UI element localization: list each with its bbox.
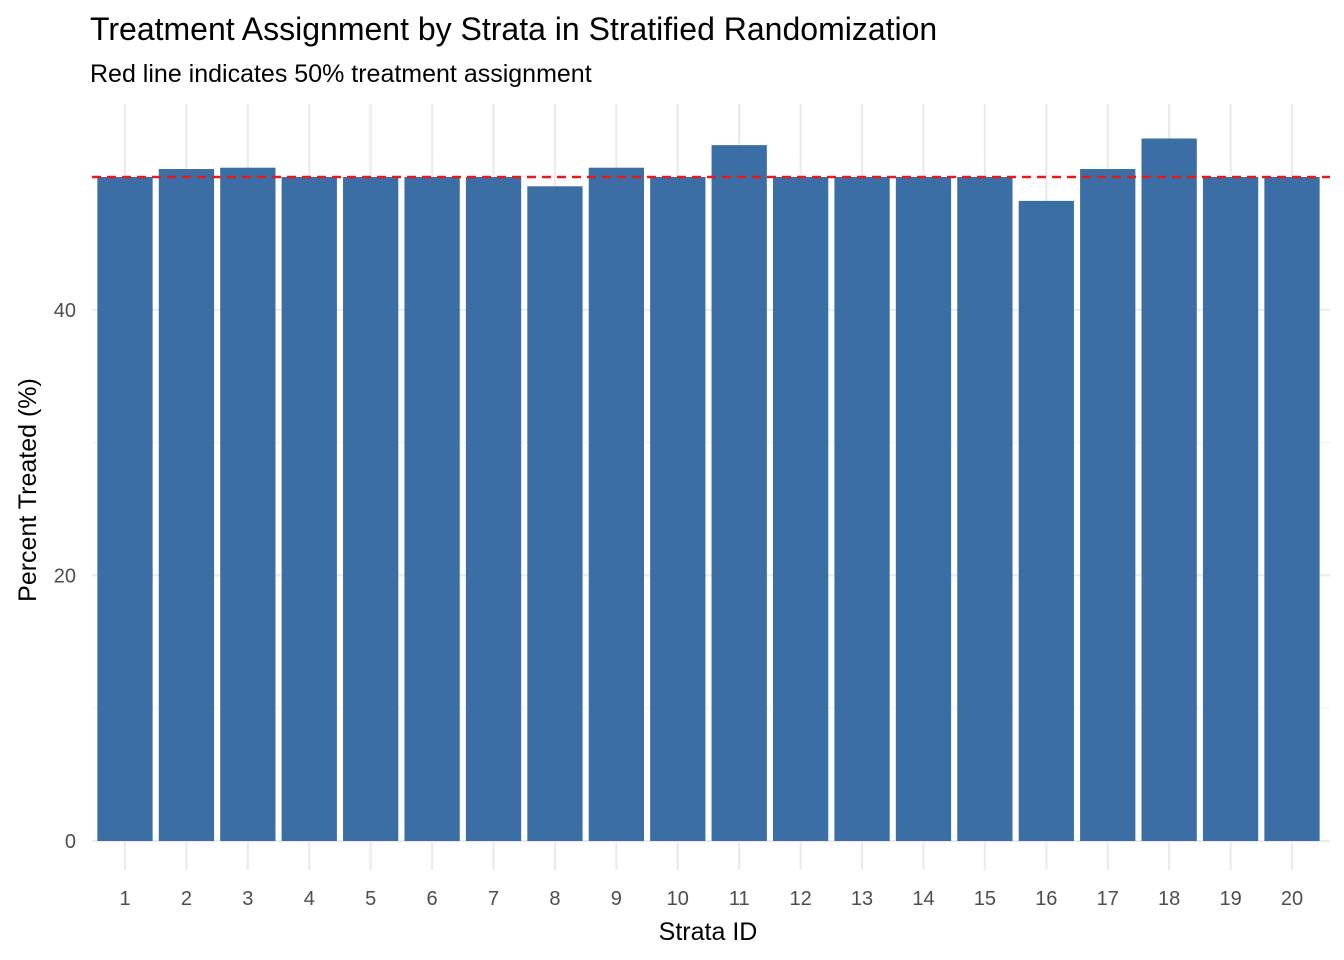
x-tick-label: 19: [1219, 888, 1241, 910]
y-axis-title: Percent Treated (%): [14, 378, 42, 602]
x-tick-label: 11: [729, 888, 750, 910]
bar-strata-9: [588, 167, 645, 842]
y-tick-label: 0: [65, 831, 76, 853]
x-axis-ticks: 1 2 3 4 5 6 7 8 9 10 11 12 13 14 15 16 17 18 19 20: [119, 888, 1303, 910]
bar-strata-2: [158, 169, 215, 842]
x-tick-label: 2: [181, 888, 192, 910]
x-tick-label: 5: [365, 888, 376, 910]
bar-strata-11: [711, 145, 767, 842]
x-tick-label: 15: [974, 888, 996, 910]
x-tick-label: 12: [790, 888, 812, 910]
bar-strata-4: [281, 177, 337, 841]
bar-strata-6: [404, 177, 460, 841]
x-tick-label: 20: [1281, 888, 1303, 910]
x-tick-label: 6: [427, 888, 438, 910]
bar-strata-18: [1141, 138, 1197, 841]
y-tick-label: 20: [54, 565, 76, 587]
x-tick-label: 16: [1035, 888, 1057, 910]
bar-strata-13: [834, 177, 890, 841]
chart-subtitle: Red line indicates 50% treatment assignm…: [90, 60, 592, 88]
x-tick-label: 14: [912, 888, 934, 910]
bar-strata-16: [1018, 200, 1074, 842]
y-tick-label: 40: [54, 300, 76, 322]
x-axis-title: Strata ID: [659, 918, 758, 946]
bar-strata-5: [343, 177, 399, 841]
bar-strata-12: [772, 177, 829, 841]
x-tick-label: 1: [119, 888, 130, 910]
x-tick-label: 9: [611, 888, 622, 910]
x-tick-label: 18: [1158, 888, 1180, 910]
bar-strata-15: [957, 177, 1013, 841]
bar-strata-1: [97, 177, 153, 841]
x-tick-label: 7: [488, 888, 499, 910]
chart-title: Treatment Assignment by Strata in Strati…: [90, 11, 937, 47]
bar-strata-10: [650, 177, 706, 841]
bars: [97, 138, 1320, 842]
bar-strata-17: [1080, 169, 1136, 842]
bar-strata-20: [1264, 177, 1320, 841]
x-tick-label: 10: [667, 888, 689, 910]
x-tick-label: 4: [304, 888, 315, 910]
bar-strata-3: [220, 167, 276, 842]
x-tick-label: 13: [851, 888, 873, 910]
x-tick-label: 17: [1097, 888, 1119, 910]
x-tick-label: 3: [242, 888, 253, 910]
bar-strata-8: [527, 186, 583, 841]
bar-strata-7: [465, 177, 522, 841]
y-axis-ticks: 0 20 40: [54, 300, 76, 853]
bar-strata-14: [895, 177, 952, 841]
x-tick-label: 8: [549, 888, 560, 910]
bar-strata-19: [1202, 177, 1259, 841]
